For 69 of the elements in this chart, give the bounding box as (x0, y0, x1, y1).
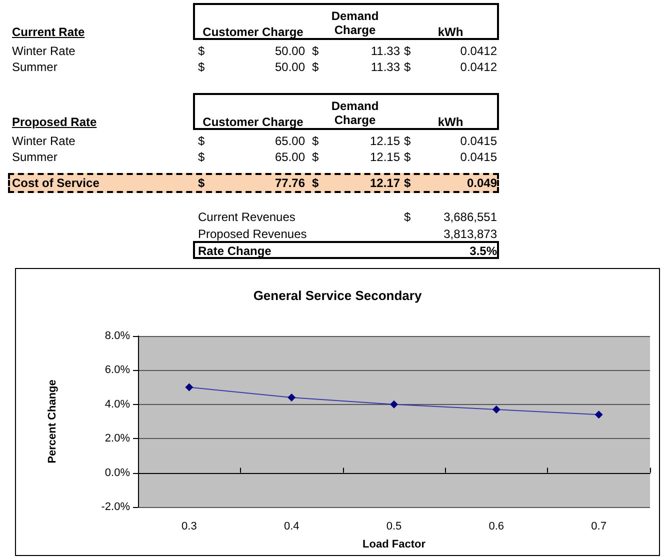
text: 11.33 (370, 44, 400, 58)
point (288, 394, 296, 402)
text: Proposed Rate (12, 115, 98, 129)
text: $ (312, 44, 320, 58)
point (185, 383, 194, 392)
text: 12.15 (368, 150, 400, 164)
text: Summer (12, 60, 58, 74)
text: 3,813,873 (442, 227, 497, 241)
text: Cost of Service (12, 176, 100, 190)
text: Customer Charge (202, 115, 304, 129)
x-tick-label: 0.5 (386, 520, 402, 532)
x-axis-title: Load Factor (362, 538, 426, 550)
text: 77.76 (274, 176, 305, 190)
text: Current Revenues (198, 210, 296, 224)
text: 12.15 (368, 134, 400, 148)
chart-title: General Service Secondary (253, 288, 422, 303)
text: Proposed Revenues (198, 227, 308, 241)
text: 50.00 (274, 44, 305, 58)
text: 65.00 (274, 134, 305, 148)
point (594, 410, 603, 419)
y-axis-title: Percent Change (46, 380, 58, 464)
text: $ (198, 176, 206, 190)
text: $ (312, 60, 320, 74)
x-tick-label: 0.3 (182, 520, 197, 532)
y-tick-label: 2.0% (104, 432, 130, 445)
text: $ (198, 150, 206, 164)
y-tick-label: 4.0% (104, 398, 130, 410)
text: Customer Charge (202, 25, 304, 39)
text: $ (404, 44, 412, 58)
text: kWh (436, 115, 464, 129)
text: 65.00 (274, 150, 305, 164)
text: 0.0412 (459, 60, 497, 74)
text: 0.0415 (459, 150, 497, 164)
text: Summer (12, 150, 58, 164)
point (390, 400, 398, 408)
text: $ (404, 60, 412, 74)
text: 3,686,551 (442, 210, 497, 224)
text: Winter Rate (12, 44, 76, 58)
x-tick-label: 0.6 (488, 520, 504, 532)
y-tick-label: 8.0% (104, 330, 130, 342)
text: 12.17 (368, 176, 400, 190)
y-tick-label: 6.0% (104, 364, 130, 376)
text: 0.0412 (459, 44, 497, 58)
text: Demand Charge (330, 99, 380, 127)
text: 50.00 (274, 60, 305, 74)
text: 0.049 (466, 176, 497, 190)
text: $ (198, 60, 206, 74)
text: 3.5% (468, 244, 497, 258)
text: Winter Rate (12, 134, 76, 148)
x-tick-label: 0.4 (284, 520, 300, 532)
text: $ (312, 150, 320, 164)
text: Demand Charge (330, 9, 380, 37)
text: $ (312, 134, 320, 148)
y-tick-label: -2.0% (101, 501, 130, 513)
text: $ (404, 150, 412, 164)
y-tick-label: 0.0% (104, 466, 130, 479)
text: $ (198, 134, 206, 148)
text: $ (404, 176, 412, 190)
text: $ (404, 134, 412, 148)
text: 0.0415 (459, 134, 497, 148)
text: Current Rate (12, 25, 86, 39)
point (492, 406, 500, 414)
x-tick-label: 0.7 (591, 520, 606, 532)
text: $ (404, 210, 412, 224)
text: $ (312, 176, 320, 190)
text: kWh (436, 25, 464, 39)
text: $ (198, 44, 206, 58)
text: 11.33 (370, 60, 400, 74)
text: Rate Change (198, 244, 272, 258)
